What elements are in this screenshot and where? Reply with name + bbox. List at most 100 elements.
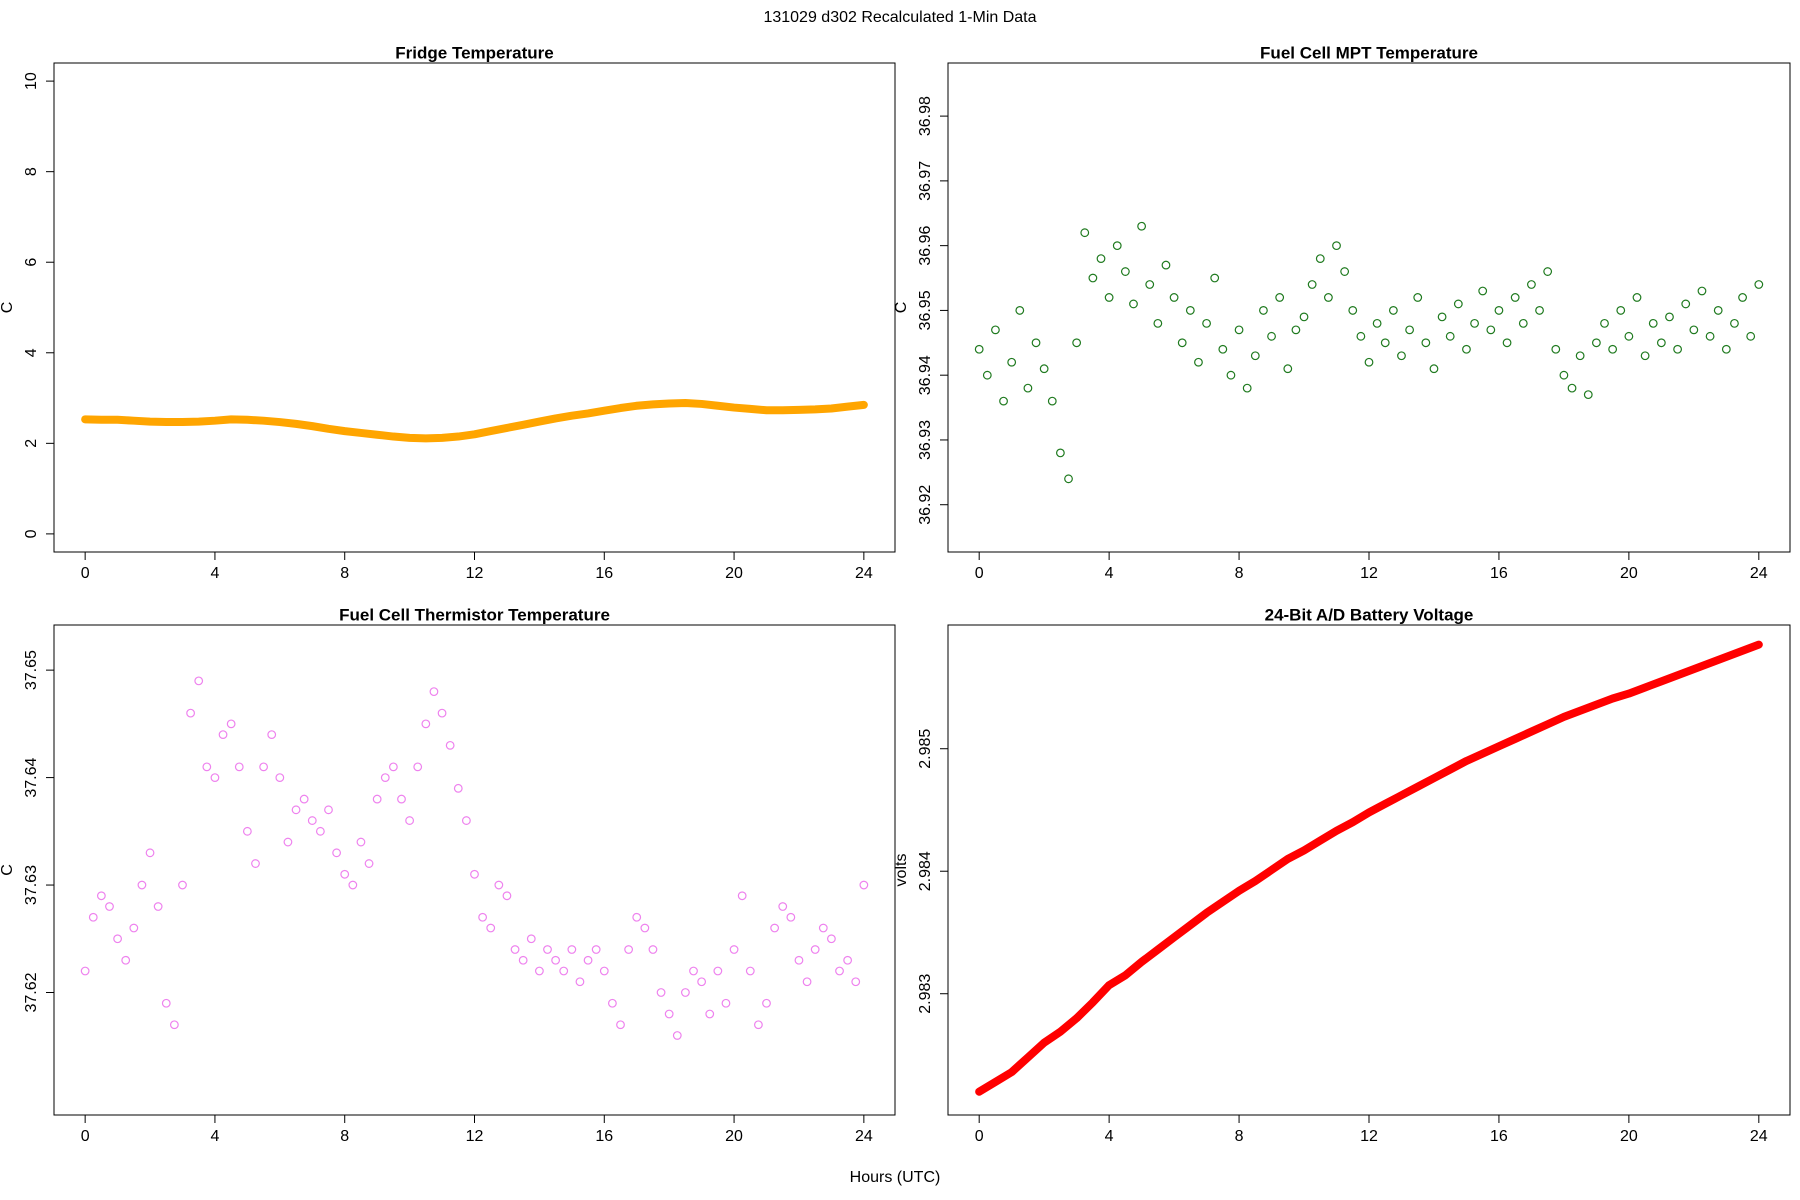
x-tick-label: 24	[855, 1128, 873, 1145]
data-point	[1527, 280, 1536, 289]
y-axis-label: volts	[893, 854, 910, 887]
plot-frame	[947, 62, 1791, 553]
data-point	[974, 344, 984, 354]
y-tick-label: 37.62	[23, 972, 40, 1012]
x-tick-label: 0	[975, 1128, 984, 1145]
data-point	[818, 923, 828, 933]
panel-title: Fridge Temperature	[395, 43, 553, 62]
data-point	[1380, 338, 1390, 348]
x-tick-label: 24	[1750, 1128, 1768, 1145]
data-point	[754, 1020, 763, 1030]
data-point	[445, 740, 455, 750]
data-point	[1640, 351, 1650, 361]
data-point	[1307, 280, 1317, 289]
x-tick-label: 16	[1490, 1128, 1508, 1145]
data-point	[1161, 260, 1171, 270]
data-point	[348, 880, 358, 890]
data-point	[1730, 318, 1739, 328]
data-point	[1510, 293, 1520, 302]
data-point	[1072, 338, 1082, 348]
data-point	[1397, 351, 1406, 361]
data-point	[859, 880, 869, 890]
plot-frame	[53, 62, 896, 553]
data-point	[664, 1009, 674, 1019]
data-point	[624, 945, 634, 954]
data-point	[1267, 331, 1276, 341]
data-point	[1697, 286, 1707, 296]
data-point	[186, 708, 195, 718]
data-point	[1088, 273, 1098, 283]
data-point	[583, 955, 593, 965]
data-point	[1185, 306, 1195, 315]
data-point	[851, 977, 861, 987]
y-tick-label: 0	[23, 529, 40, 538]
data-point	[1583, 390, 1593, 400]
y-tick-label: 36.92	[917, 485, 934, 525]
data-point	[1502, 338, 1512, 348]
data-point	[259, 762, 269, 772]
data-point	[689, 966, 698, 976]
data-point	[745, 966, 755, 976]
data-point	[178, 880, 187, 890]
data-point	[429, 687, 439, 697]
data-point	[129, 923, 139, 933]
data-point	[421, 719, 431, 729]
y-tick-label: 36.98	[917, 96, 934, 136]
data-point	[80, 966, 90, 976]
x-tick-label: 12	[1360, 565, 1378, 582]
data-point	[713, 966, 723, 976]
y-tick-label: 8	[23, 167, 40, 176]
y-tick-label: 2.984	[917, 851, 934, 891]
data-point	[1478, 286, 1488, 296]
x-tick-label: 0	[975, 565, 984, 582]
x-tick-label: 4	[1105, 565, 1114, 582]
data-point	[1112, 241, 1122, 251]
data-point	[1364, 357, 1374, 367]
data-point	[1064, 474, 1073, 484]
data-point	[194, 676, 204, 686]
data-point	[1486, 325, 1496, 335]
data-point	[1681, 299, 1691, 309]
x-tick-label: 24	[1750, 565, 1768, 582]
panel-title: Fuel Cell MPT Temperature	[1260, 43, 1478, 62]
data-point	[802, 977, 812, 987]
data-point	[1405, 325, 1415, 335]
data-point	[486, 923, 496, 933]
data-point	[332, 848, 342, 858]
data-point	[121, 955, 131, 965]
y-axis-label: C	[0, 302, 16, 314]
data-point	[1616, 306, 1626, 315]
data-point	[267, 730, 277, 740]
data-point	[202, 762, 212, 772]
data-point	[810, 945, 820, 954]
data-point	[283, 837, 293, 847]
x-tick-label: 8	[1235, 565, 1244, 582]
data-point	[1194, 357, 1203, 367]
data-point	[1567, 383, 1577, 393]
data-point	[1299, 312, 1309, 322]
data-point	[680, 988, 690, 997]
x-tick-label: 8	[340, 565, 349, 582]
data-point	[567, 945, 577, 954]
data-point	[1283, 364, 1293, 374]
data-point	[1705, 331, 1715, 341]
data-point	[648, 945, 658, 954]
y-tick-label: 10	[23, 72, 40, 90]
data-point	[991, 325, 1000, 335]
x-tick-label: 20	[1620, 1128, 1638, 1145]
x-axis-label: Hours (UTC)	[850, 1169, 941, 1186]
data-point	[324, 805, 333, 815]
data-point	[478, 912, 488, 922]
data-point	[575, 977, 585, 987]
y-tick-label: 37.65	[23, 650, 40, 690]
panel-title: Fuel Cell Thermistor Temperature	[339, 605, 610, 624]
data-point	[786, 912, 796, 922]
data-point	[1137, 221, 1147, 231]
data-point	[169, 1020, 179, 1030]
x-tick-label: 12	[1360, 1128, 1378, 1145]
data-point	[1080, 228, 1090, 238]
data-point	[380, 773, 390, 782]
y-axis-label: C	[0, 864, 16, 876]
data-point	[1129, 299, 1138, 309]
